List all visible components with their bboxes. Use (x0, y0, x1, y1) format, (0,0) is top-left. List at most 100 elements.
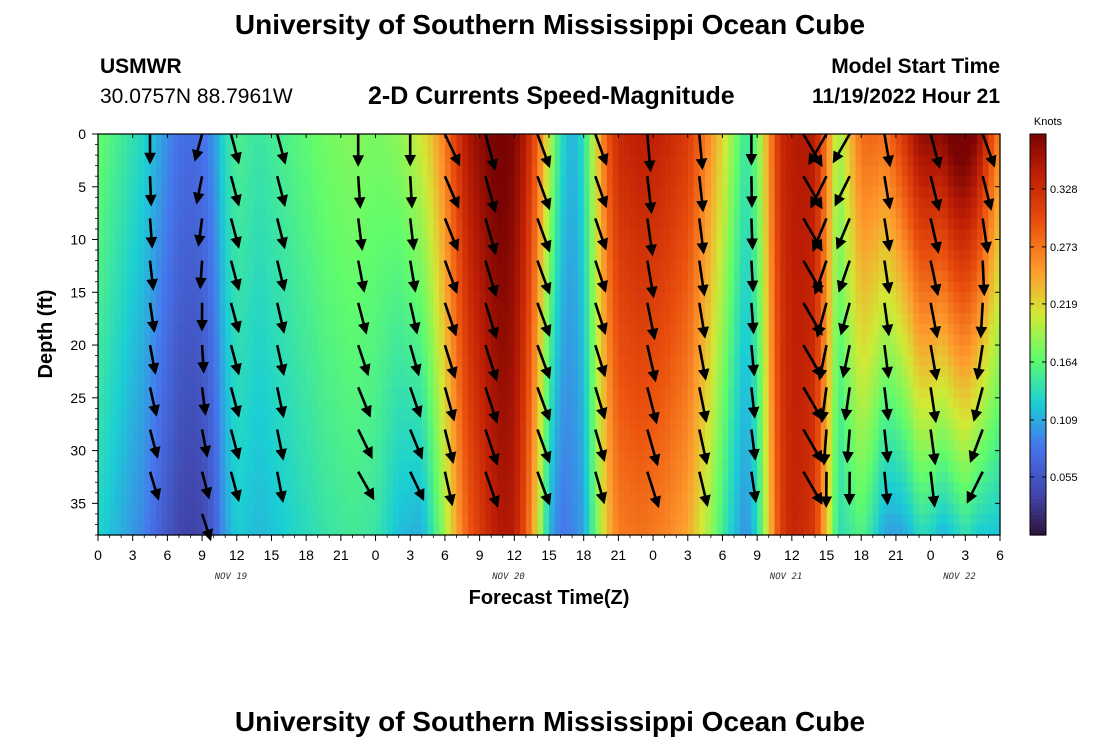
heatmap-cell (178, 397, 186, 409)
heatmap-cell (624, 471, 631, 483)
heatmap-cell (167, 461, 174, 473)
heatmap-cell (606, 450, 614, 462)
heatmap-cell (115, 376, 122, 388)
heatmap-cell (531, 440, 539, 452)
heatmap-cell (346, 155, 354, 167)
heatmap-cell (566, 524, 573, 536)
heatmap-cell (329, 281, 336, 293)
heatmap-cell (589, 355, 596, 367)
heatmap-cell (248, 397, 255, 409)
heatmap-cell (190, 513, 197, 526)
heatmap-cell (404, 323, 411, 336)
heatmap-cell (780, 302, 787, 314)
heatmap-cell (346, 397, 354, 409)
heatmap-cell (797, 471, 805, 483)
heatmap-cell (317, 492, 325, 504)
heatmap-cell (583, 355, 591, 367)
heatmap-cell (178, 260, 186, 272)
heatmap-cell (554, 155, 562, 167)
heatmap-cell (306, 408, 313, 420)
heatmap-cell (549, 524, 556, 536)
heatmap-cell (838, 376, 845, 388)
heatmap-cell (814, 292, 822, 304)
heatmap-cell (496, 513, 504, 526)
heatmap-cell (508, 503, 515, 515)
heatmap-cell (658, 440, 666, 452)
heatmap-cell (98, 524, 105, 536)
heatmap-cell (496, 218, 504, 230)
heatmap-cell (502, 207, 510, 220)
heatmap-cell (664, 524, 672, 536)
heatmap-cell (589, 376, 596, 388)
heatmap-cell (300, 239, 307, 251)
heatmap-cell (814, 482, 822, 494)
heatmap-cell (254, 323, 261, 336)
heatmap-cell (317, 440, 325, 452)
heatmap-cell (439, 482, 446, 494)
heatmap-cell (514, 218, 521, 230)
heatmap-cell (734, 461, 741, 473)
heatmap-cell (705, 513, 712, 526)
heatmap-cell (144, 207, 151, 220)
heatmap-cell (635, 207, 643, 220)
heatmap-cell (259, 492, 267, 504)
heatmap-cell (132, 429, 140, 441)
heatmap-cell (161, 482, 168, 494)
heatmap-cell (404, 524, 411, 536)
heatmap-cell (381, 271, 388, 283)
heatmap-cell (583, 471, 591, 483)
heatmap-cell (271, 429, 278, 441)
heatmap-cell (658, 186, 666, 198)
heatmap-cell (433, 323, 440, 336)
heatmap-cell (433, 524, 440, 536)
heatmap-cell (479, 176, 486, 188)
heatmap-cell (363, 524, 371, 536)
heatmap-cell (838, 471, 845, 483)
heatmap-cell (323, 239, 330, 251)
heatmap-cell (560, 482, 567, 494)
heatmap-cell (283, 387, 290, 399)
heatmap-cell (138, 271, 145, 283)
heatmap-cell (491, 271, 498, 283)
heatmap-cell (433, 186, 440, 198)
heatmap-cell (577, 503, 585, 515)
heatmap-cell (254, 313, 261, 325)
heatmap-cell (335, 482, 342, 494)
heatmap-cell (485, 503, 492, 515)
heatmap-cell (554, 418, 562, 431)
heatmap-cell (583, 176, 591, 188)
heatmap-cell (259, 524, 267, 536)
heatmap-cell (98, 482, 105, 494)
heatmap-cell (722, 366, 729, 378)
heatmap-cell (225, 345, 232, 357)
heatmap-cell (311, 155, 319, 167)
heatmap-cell (439, 144, 446, 156)
heatmap-cell (109, 482, 116, 494)
heatmap-cell (728, 323, 735, 336)
heatmap-cell (167, 250, 174, 262)
heatmap-cell (687, 397, 695, 409)
heatmap-cell (381, 355, 388, 367)
heatmap-cell (387, 376, 394, 388)
heatmap-cell (843, 471, 851, 483)
heatmap-cell (635, 186, 643, 198)
heatmap-cell (121, 228, 128, 241)
heatmap-cell (473, 155, 481, 167)
heatmap-cell (520, 228, 527, 241)
heatmap-cell (531, 239, 539, 251)
heatmap-cell (595, 482, 602, 494)
heatmap-cell (184, 186, 192, 198)
heatmap-cell (248, 292, 255, 304)
heatmap-cell (751, 186, 758, 198)
heatmap-cell (583, 482, 591, 494)
heatmap-cell (271, 418, 278, 431)
heatmap-cell (722, 165, 729, 177)
heatmap-cell (508, 408, 515, 420)
heatmap-cell (502, 228, 510, 241)
heatmap-cell (739, 134, 747, 146)
heatmap-cell (190, 429, 197, 441)
heatmap-cell (103, 292, 111, 304)
heatmap-cell (225, 513, 232, 526)
heatmap-cell (242, 492, 249, 504)
heatmap-cell (820, 197, 828, 209)
